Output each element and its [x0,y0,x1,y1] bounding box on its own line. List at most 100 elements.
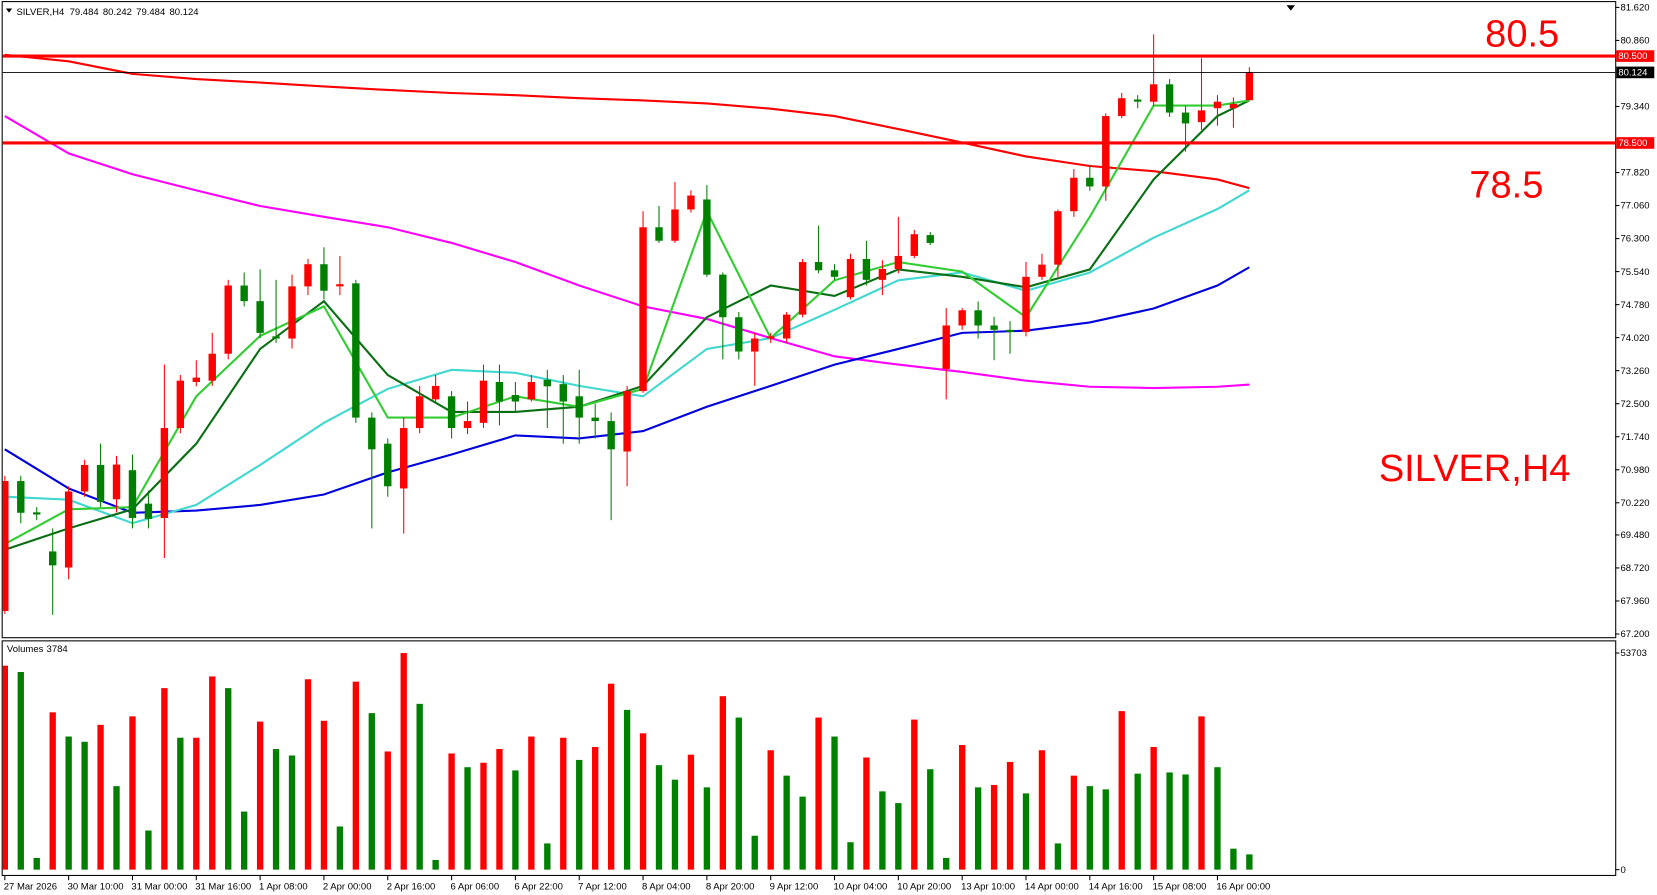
y-tick-label: 74.780 [1620,300,1649,311]
volume-bar [1166,772,1173,870]
x-tick-label: 27 Mar 2026 [4,882,57,893]
level-label: 78.500 [1618,138,1647,149]
volume-bar [81,741,88,870]
volume-bar [177,737,184,870]
candle-body [735,317,743,352]
candle-body [240,285,248,302]
x-tick-label: 13 Apr 10:00 [961,882,1015,893]
volume-bar [958,745,966,870]
volume-bar [304,679,312,870]
candle-body [1133,99,1142,102]
y-tick-label: 70.220 [1620,498,1649,509]
volume-bar [33,857,40,870]
volume-bar [655,765,663,870]
volume-bar [161,688,168,870]
candle-body [974,310,982,326]
candle-body [1197,110,1206,123]
volume-bar [49,712,56,870]
x-tick-label: 7 Apr 12:00 [578,882,627,893]
volume-bar [1134,773,1141,870]
volume-bar [1102,789,1109,870]
volume-bar [1150,747,1157,870]
candle-body [176,380,185,429]
candle-body [671,209,679,241]
y-tick-label: 79.340 [1620,102,1649,113]
volume-bar [336,826,344,870]
y-tick-label: 72.500 [1620,399,1649,410]
volume-bar [432,859,439,870]
volume-bar [735,717,742,870]
candle-body [926,235,934,243]
candle-body [112,464,121,500]
x-tick-label: 2 Apr 00:00 [323,882,372,893]
volume-bar [1230,848,1237,870]
candle-body [511,395,520,402]
header-low: 79.484 [136,7,165,18]
candle-body [767,336,775,339]
candle-body [304,264,312,287]
x-tick-label: 31 Mar 00:00 [131,882,187,893]
y-tick-label: 73.260 [1620,366,1649,377]
volume-bar [560,737,567,870]
candle-body [128,470,137,518]
volume-bar [879,791,886,870]
candle-body [559,384,567,402]
candle-body [431,385,440,400]
volume-panel [1,640,1617,876]
candle-body [17,481,25,513]
volume-bar [352,681,360,870]
candle-body [1102,116,1110,187]
candle-body [415,396,424,429]
volume-bar [129,716,136,870]
candle-body [990,325,998,330]
volume-bar [719,696,727,870]
candle-body [862,258,871,280]
candle-body [447,396,456,429]
candle-body [1086,177,1094,187]
annotation: SILVER,H4 [1379,448,1571,490]
candle-body [320,264,328,291]
candle-body [687,195,695,210]
volume-bar [17,671,24,870]
shift-marker [1286,5,1296,11]
volume-bar [1006,761,1014,870]
candle-body [80,464,89,492]
y-tick-label: 70.980 [1620,465,1649,476]
candle-body [288,286,296,339]
candle-body [1038,264,1046,277]
candle-body [527,381,536,400]
price-panel [1,1,1617,639]
x-tick-label: 1 Apr 08:00 [259,882,308,893]
x-tick-label: 10 Apr 04:00 [833,882,887,893]
x-tick-label: 6 Apr 06:00 [451,882,500,893]
x-tick-label: 10 Apr 20:00 [897,882,951,893]
y-tick-label: 71.740 [1620,432,1649,443]
volume-bar [97,724,104,870]
candle-body [1006,329,1014,332]
volume-bar [256,721,264,870]
y-tick-label: 80.860 [1620,36,1649,47]
volume-bar [368,713,375,870]
candle-body [543,379,552,387]
level-box [1616,137,1655,149]
volume-bar [209,676,216,870]
volume-bar [927,769,934,870]
volume-bar [113,786,120,870]
volume-bar [831,736,838,870]
candle-body [1149,84,1158,102]
volume-bar [544,843,551,870]
volume-bar [1182,774,1189,870]
candle-body [703,199,711,275]
volume-bar [687,754,695,870]
candle-body [1213,101,1222,109]
header-close: 80.124 [169,7,198,18]
header-symbol: SILVER,H4 [16,7,64,18]
y-tick-label: 75.540 [1620,267,1649,278]
candle-body [336,284,344,287]
volume-bar [767,750,774,870]
candle-body [272,336,280,339]
candle-body [48,551,57,566]
volume-bar [145,830,152,870]
volume-bar [639,733,647,870]
